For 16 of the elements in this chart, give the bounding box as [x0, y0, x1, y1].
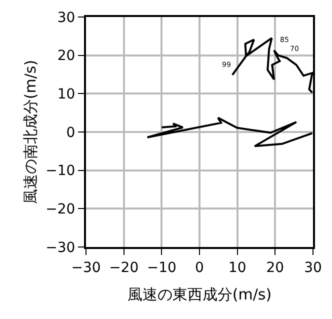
y-tick-label: 0 — [66, 124, 76, 141]
y-tick-label: −10 — [46, 163, 76, 180]
x-tick-label: 10 — [228, 260, 246, 276]
y-tick-label: −20 — [46, 202, 76, 218]
x-tick-label: 20 — [266, 260, 284, 276]
x-tick-label: 0 — [195, 260, 204, 276]
y-tick-label: 20 — [57, 48, 76, 64]
y-tick-label: 30 — [57, 10, 76, 26]
x-tick-label: −10 — [146, 260, 176, 276]
x-tick-label: −30 — [71, 260, 101, 276]
x-tick-label: −20 — [109, 260, 139, 276]
y-tick-label: 10 — [57, 86, 76, 103]
x-axis-title: 風速の東西成分(m/s) — [127, 285, 272, 304]
y-tick-label: −30 — [46, 240, 76, 256]
y-axis-title: 風速の南北成分(m/s) — [21, 60, 40, 204]
x-tick-label: 30 — [304, 260, 322, 276]
